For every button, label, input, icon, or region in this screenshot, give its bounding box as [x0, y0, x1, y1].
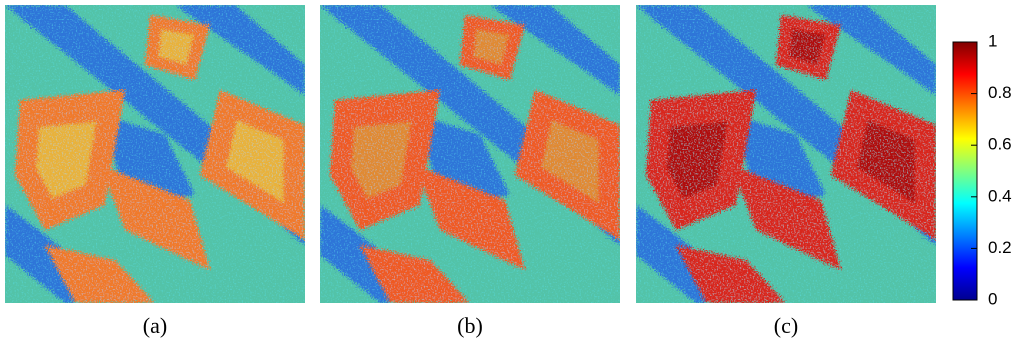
peak-region	[158, 29, 195, 65]
panel-label: (a)	[143, 313, 167, 338]
colorbar-tick-label: 0.6	[988, 135, 1012, 154]
colorbar-tick-label: 0.8	[988, 83, 1012, 102]
high-region	[731, 165, 841, 270]
colorbar-tick-label: 0	[988, 289, 997, 308]
peak-region	[225, 120, 284, 203]
panel-label: (c)	[774, 313, 798, 338]
high-region	[676, 245, 786, 303]
heatmap	[5, 5, 305, 303]
high-region	[45, 245, 155, 303]
peak-region	[540, 120, 599, 203]
colorbar-tick-label: 1	[988, 31, 997, 50]
colorbar-tick-label: 0.2	[988, 238, 1012, 257]
image-panel	[636, 5, 936, 303]
high-region	[100, 165, 210, 270]
peak-region	[667, 121, 728, 199]
peak-region	[789, 29, 826, 65]
peak-region	[351, 121, 412, 199]
peak-region	[473, 29, 510, 65]
high-region	[360, 245, 470, 303]
heatmap	[636, 5, 936, 303]
image-panel	[320, 5, 620, 303]
peak-region	[36, 121, 97, 199]
peak-region	[856, 120, 915, 203]
heatmap	[320, 5, 620, 303]
panel-label: (b)	[457, 313, 483, 338]
colorbar-tick-label: 0.4	[988, 186, 1012, 205]
colorbar	[952, 41, 978, 301]
high-region	[415, 165, 525, 270]
image-panel	[5, 5, 305, 303]
